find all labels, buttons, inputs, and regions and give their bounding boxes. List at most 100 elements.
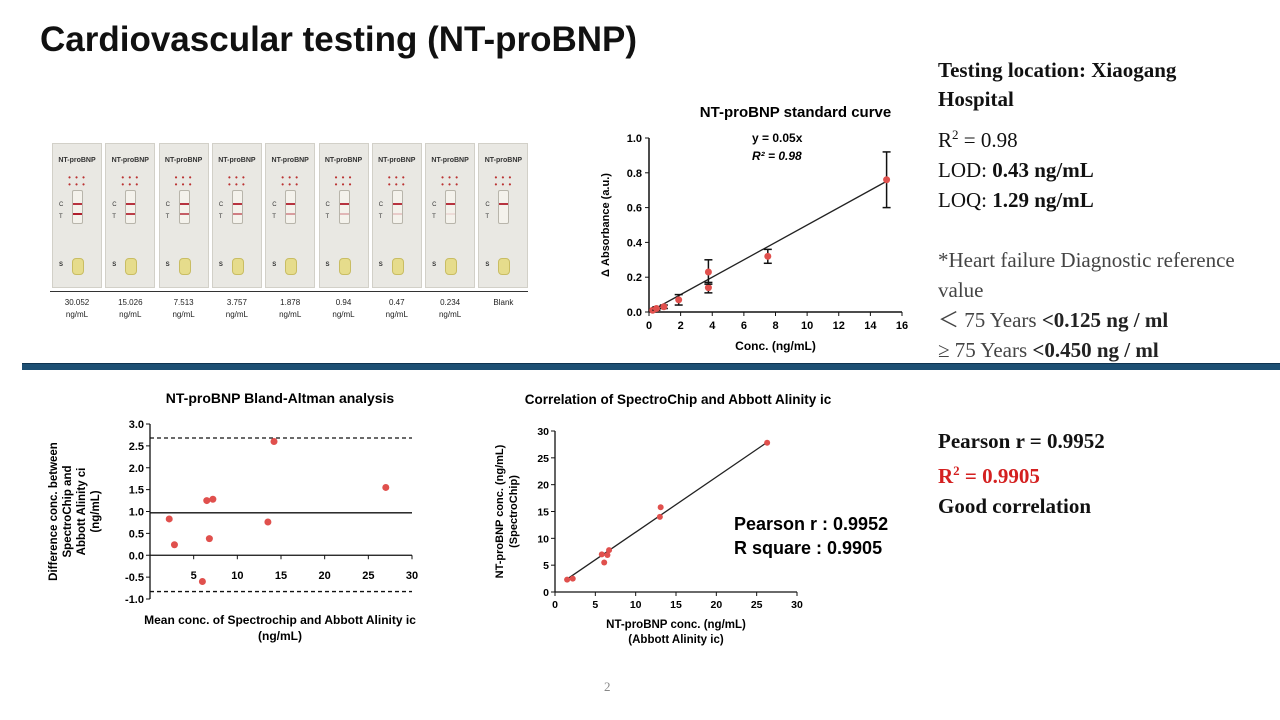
strip-s-label: S	[378, 262, 383, 268]
reference-note-line2: value	[938, 278, 984, 302]
data-point	[569, 575, 576, 582]
strip-unit: ng/mL	[119, 310, 142, 319]
strip-c-label: C	[218, 202, 224, 208]
y-tick-label: 0.6	[627, 203, 642, 215]
strip-result-window	[178, 190, 190, 224]
x-tick-label: 8	[772, 320, 778, 332]
r2-label: R² = 0.98	[752, 149, 802, 163]
data-point	[203, 497, 211, 505]
y-tick-label: 0.8	[627, 168, 642, 180]
strip-value: 0.234	[440, 298, 461, 307]
data-point	[601, 559, 608, 566]
x-axis-label: Conc. (ng/mL)	[735, 339, 816, 353]
slide-title: Cardiovascular testing (NT-proBNP)	[40, 20, 638, 59]
data-point	[264, 518, 272, 526]
data-point	[704, 284, 712, 292]
y-tick-label: 1.5	[129, 485, 144, 497]
strip-unit: ng/mL	[438, 310, 462, 319]
data-point	[652, 305, 660, 313]
y-tick-label: 0.0	[627, 307, 642, 319]
strip-control-line	[339, 203, 349, 205]
strip-c-label: C	[432, 202, 437, 208]
strip-concentration: 0.94 ng/mL	[314, 297, 374, 321]
bland-altman-chart: NT-proBNP Bland-Altman analysis 3.0 2.5 2.0…	[48, 390, 418, 643]
y-tick-label: 0.2	[627, 272, 642, 284]
y-tick-label: 20	[537, 480, 549, 492]
strip-control-line	[446, 203, 456, 205]
strip-test-line	[446, 213, 456, 215]
strip-value: 0.94	[335, 298, 352, 307]
strip-dots: • • • • • •	[227, 173, 246, 189]
y-tick-label: 30	[537, 426, 549, 438]
strip-brand: NT-proBNP	[164, 157, 203, 164]
strip-c-label: C	[272, 202, 277, 208]
x-axis-label: NT-proBNP conc. (ng/mL)	[606, 619, 746, 631]
strip-result-window	[285, 190, 297, 224]
strip-s-label: S	[485, 262, 490, 268]
fit-line	[565, 441, 768, 581]
testing-info-panel: Testing location: Xiaogang Hospital R2 =…	[938, 56, 1280, 365]
y-tick-label: 0.4	[627, 237, 643, 249]
y-axis-label: Δ Absorbance (a.u.)	[600, 173, 612, 277]
data-point	[170, 541, 178, 549]
y-axis-label: Abbott Alinity ci	[76, 468, 88, 556]
test-strip: NT-proBNP • • • • • • C T S 7.513 ng/mL	[158, 143, 209, 319]
x-axis-label: Mean conc. of Spectrochip and Abbott Ali…	[144, 613, 416, 627]
strip-unit: ng/mL	[65, 310, 89, 319]
strip-concentration: 0.47 ng/mL	[367, 297, 427, 321]
y-tick-label: 10	[537, 533, 549, 545]
correlation-verdict: Good correlation	[938, 494, 1092, 518]
x-tick-label: 4	[709, 320, 716, 332]
x-tick-label: 20	[710, 599, 722, 611]
strip-dots: • • • • • •	[494, 173, 513, 189]
x-tick-label: 16	[896, 320, 908, 332]
y-tick-label: 2.0	[129, 463, 144, 475]
x-tick-label: 25	[362, 570, 374, 582]
strip-s-label: S	[59, 262, 64, 268]
strip-s-label: S	[218, 262, 223, 268]
strip-test-line	[126, 213, 136, 215]
standard-curve-chart: NT-proBNP standard curve 0.0 0.2 0.4 0.6 0.8 1…	[600, 104, 908, 353]
test-strip: NT-proBNP • • • • • • C T S 0.47 ng/mL	[371, 143, 422, 319]
strip-c-label: C	[165, 202, 170, 208]
strip-brand: NT-proBNP	[484, 157, 523, 164]
strip-s-label: S	[112, 262, 117, 268]
correlation-stats: Pearson r = 0.9952 R2 = 0.9905 Good corr…	[938, 426, 1105, 521]
y-tick-label: 0.0	[129, 550, 144, 562]
strip-brand: NT-proBNP	[324, 157, 363, 164]
x-tick-label: 15	[275, 570, 287, 582]
strip-unit: ng/mL	[225, 310, 248, 319]
strip-s-label: S	[165, 262, 170, 268]
strip-value: 1.878	[280, 298, 301, 307]
test-strip: NT-proBNP • • • • • • C T S 30.052 ng/mL	[52, 143, 102, 319]
strip-value: 0.47	[389, 298, 405, 307]
strip-result-window	[72, 190, 83, 224]
strip-result-window	[391, 190, 403, 224]
strip-t-label: T	[59, 214, 63, 220]
strip-sample-pad	[72, 258, 84, 275]
strip-dots: • • • • • •	[281, 173, 300, 189]
page-number: 2	[604, 679, 611, 694]
x-tick-label: 5	[191, 570, 197, 582]
data-point	[198, 578, 206, 585]
r-squared: R2 = 0.9905	[938, 463, 1040, 488]
x-axis-label: (ng/mL)	[258, 629, 302, 643]
y-tick-label: -1.0	[125, 594, 144, 606]
strip-concentration: 3.757 ng/mL	[207, 297, 267, 321]
strip-concentration: 7.513 ng/mL	[154, 297, 214, 321]
strip-brand: NT-proBNP	[271, 157, 309, 164]
y-tick-label: 2.5	[129, 441, 144, 453]
x-tick-label: 0	[552, 599, 558, 611]
pearson-r: Pearson r = 0.9952	[938, 429, 1105, 453]
data-point	[660, 303, 668, 311]
strip-dots: • • • • • •	[68, 173, 86, 189]
y-tick-label: 3.0	[129, 419, 144, 431]
x-tick-label: 12	[833, 320, 845, 332]
x-tick-label: 5	[592, 599, 598, 611]
strip-brand: NT-proBNP	[378, 157, 416, 164]
data-point	[883, 176, 891, 184]
strip-t-label: T	[378, 214, 383, 220]
data-point	[606, 547, 613, 554]
data-point	[657, 504, 664, 511]
strip-concentration: 0.234 ng/mL	[420, 297, 480, 321]
